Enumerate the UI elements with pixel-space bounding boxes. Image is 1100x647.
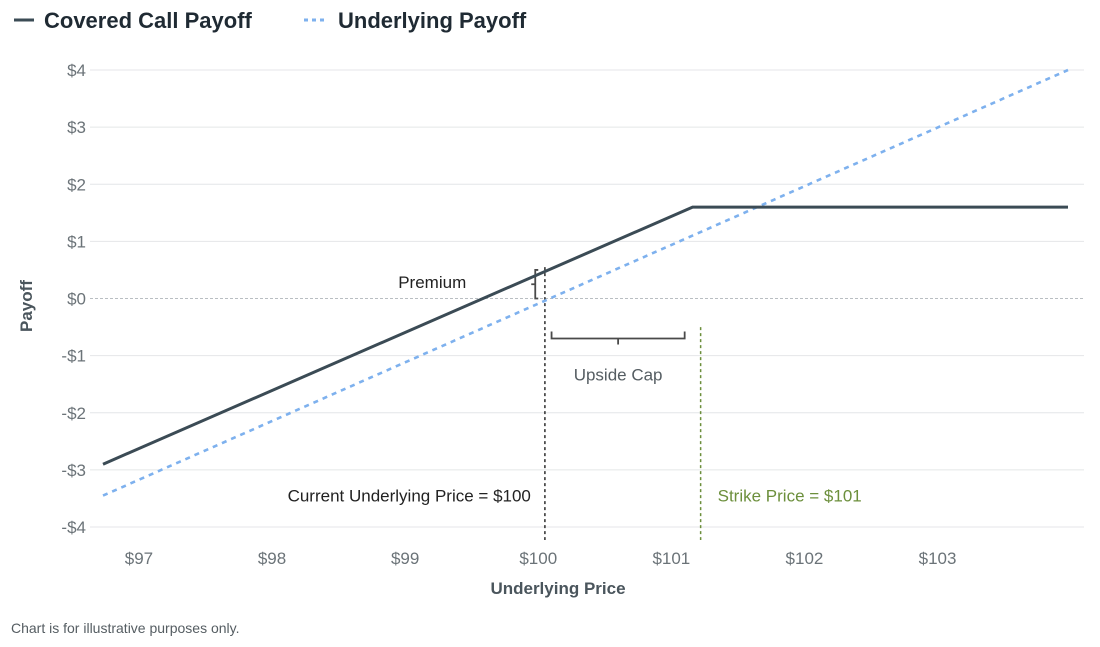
y-tick-label: -$2 <box>61 404 86 423</box>
legend: Covered Call Payoff Underlying Payoff <box>14 8 527 33</box>
y-tick-label: -$3 <box>61 461 86 480</box>
gridlines <box>90 69 1084 528</box>
x-tick-label: $102 <box>786 549 824 568</box>
annotations: Current Underlying Price = $100 Strike Pr… <box>288 267 862 540</box>
y-tick-label: $3 <box>67 118 86 137</box>
strike-price-label: Strike Price = $101 <box>718 486 862 505</box>
x-axis-title: Underlying Price <box>490 579 625 598</box>
legend-underlying-label: Underlying Payoff <box>338 8 527 33</box>
upside-cap-label: Upside Cap <box>574 365 663 384</box>
x-tick-label: $99 <box>391 549 419 568</box>
y-tick-label: $4 <box>67 61 86 80</box>
premium-label: Premium <box>398 273 466 292</box>
y-tick-labels: $4 $3 $2 $1 $0 -$1 -$2 -$3 -$4 <box>61 61 86 537</box>
y-tick-label: $0 <box>67 290 86 309</box>
premium-bracket <box>531 269 539 300</box>
x-tick-label: $98 <box>258 549 286 568</box>
y-tick-label: $2 <box>67 175 86 194</box>
x-tick-label: $100 <box>519 549 557 568</box>
legend-covered-call-label: Covered Call Payoff <box>44 8 253 33</box>
covered-call-payoff-line <box>102 205 1068 466</box>
x-tick-label: $103 <box>919 549 957 568</box>
footnote: Chart is for illustrative purposes only. <box>11 620 240 636</box>
series <box>102 68 1069 497</box>
underlying-payoff-line <box>102 68 1069 497</box>
y-tick-label: -$1 <box>61 347 86 366</box>
y-tick-label: -$4 <box>61 518 86 537</box>
upside-cap-bracket <box>550 331 686 345</box>
payoff-chart: Covered Call Payoff Underlying Payoff $4… <box>14 8 1084 598</box>
x-tick-label: $97 <box>125 549 153 568</box>
x-tick-labels: $97 $98 $99 $100 $101 $102 $103 <box>125 549 957 568</box>
y-axis-title: Payoff <box>17 280 36 332</box>
y-tick-label: $1 <box>67 232 86 251</box>
x-tick-label: $101 <box>652 549 690 568</box>
current-price-label: Current Underlying Price = $100 <box>288 486 531 505</box>
